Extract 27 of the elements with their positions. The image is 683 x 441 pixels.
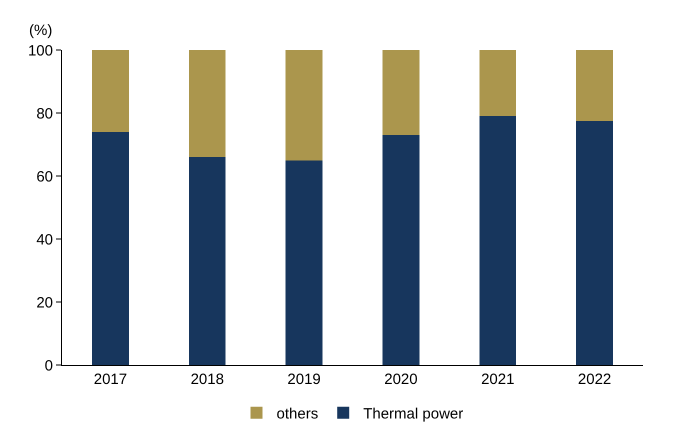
y-tick-label: 80 <box>36 105 53 122</box>
bar <box>286 50 322 160</box>
y-tick-label: 0 <box>44 357 53 374</box>
bar <box>382 50 420 136</box>
bar <box>286 160 322 365</box>
x-tick-label: 2022 <box>578 371 612 388</box>
x-tick-label: 2018 <box>190 371 224 388</box>
x-tick-label: 2020 <box>384 371 418 388</box>
bar <box>188 50 226 158</box>
bar <box>92 132 129 365</box>
bar <box>92 50 129 132</box>
legend-label: others <box>276 406 318 423</box>
bar <box>188 157 226 365</box>
bar <box>479 116 516 365</box>
x-tick-label: 2019 <box>287 371 321 388</box>
y-tick-label: 100 <box>28 42 53 60</box>
x-tick-label: 2021 <box>481 371 514 388</box>
bar <box>576 120 613 365</box>
bar <box>576 50 613 121</box>
y-tick-label: 60 <box>36 168 53 186</box>
x-tick-label: 2017 <box>94 371 128 388</box>
legend-label: Thermal power <box>363 406 464 423</box>
y-tick-label: 40 <box>36 231 53 248</box>
y-tick-label: 20 <box>36 294 53 312</box>
bar <box>479 50 516 116</box>
y-axis-title: (%) <box>29 22 52 39</box>
bar <box>382 135 420 365</box>
